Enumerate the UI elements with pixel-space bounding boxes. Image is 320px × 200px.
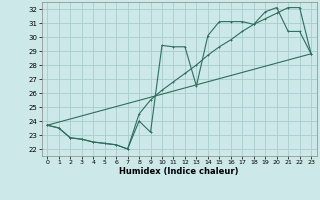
X-axis label: Humidex (Indice chaleur): Humidex (Indice chaleur) bbox=[119, 167, 239, 176]
